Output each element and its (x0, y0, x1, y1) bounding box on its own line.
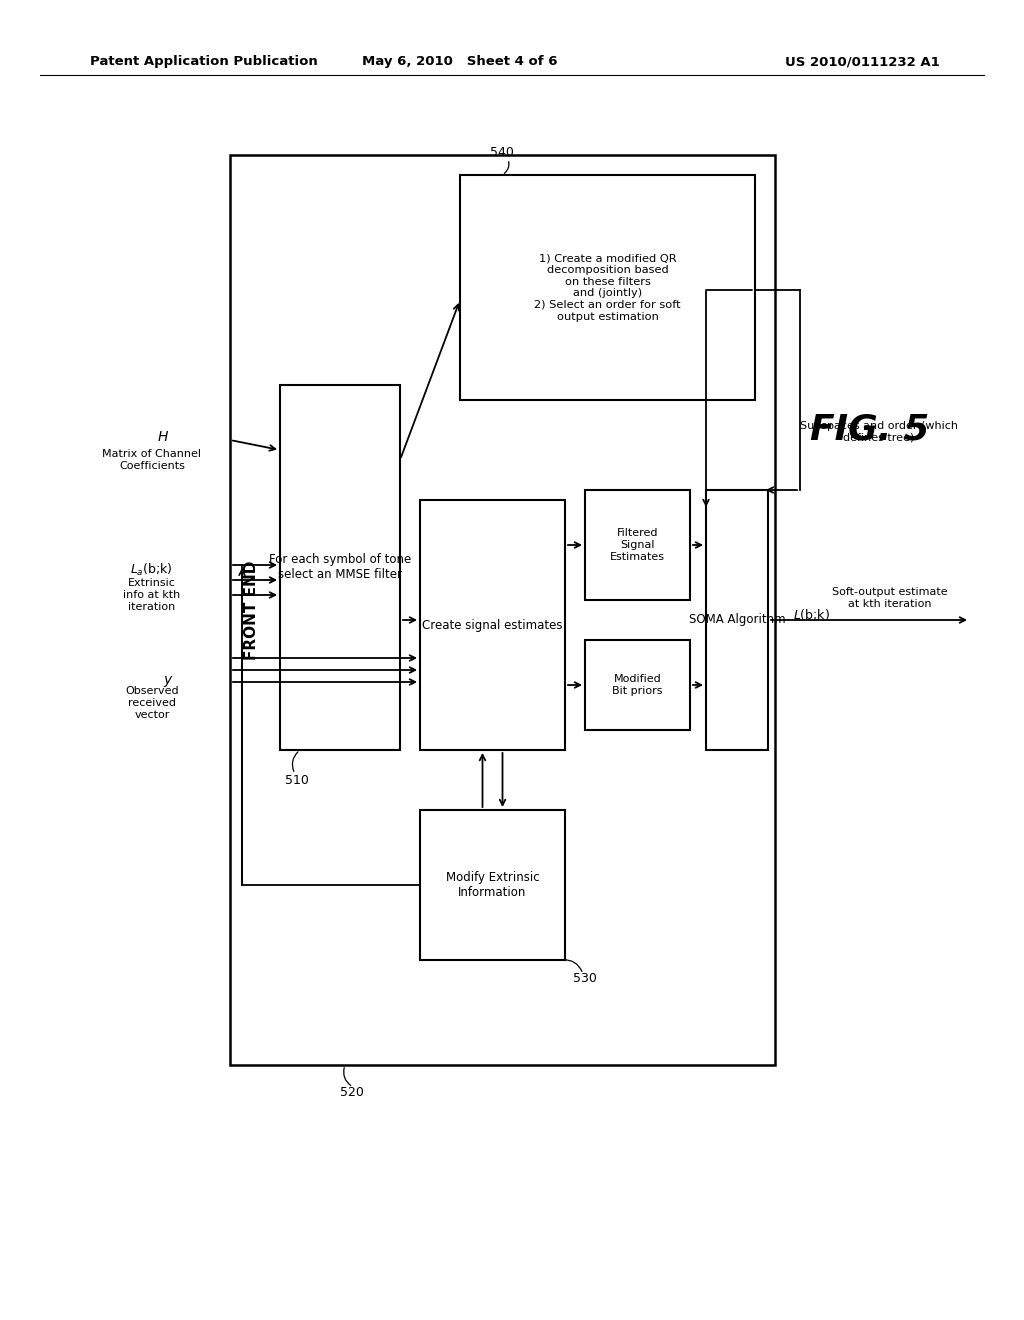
Bar (280, 385, 400, 750)
Bar (460, 176, 755, 400)
Text: y: y (163, 673, 171, 686)
Bar (230, 154, 775, 1065)
Bar (420, 500, 565, 750)
Text: May 6, 2010   Sheet 4 of 6: May 6, 2010 Sheet 4 of 6 (362, 55, 558, 69)
Text: H: H (158, 430, 168, 444)
Text: Soft-output estimate
at kth iteration: Soft-output estimate at kth iteration (833, 587, 948, 609)
Text: 520: 520 (340, 1086, 364, 1100)
Text: 540: 540 (490, 147, 514, 160)
Text: $L$(b;k): $L$(b;k) (793, 607, 830, 623)
Text: Extrinsic
info at kth
iteration: Extrinsic info at kth iteration (123, 578, 180, 611)
Text: US 2010/0111232 A1: US 2010/0111232 A1 (785, 55, 940, 69)
Text: FIG. 5: FIG. 5 (810, 413, 930, 447)
Text: Observed
received
vector: Observed received vector (125, 686, 179, 719)
Bar (706, 490, 768, 750)
Bar (585, 490, 690, 601)
Text: Modify Extrinsic
Information: Modify Extrinsic Information (445, 871, 540, 899)
Text: Matrix of Channel
Coefficients: Matrix of Channel Coefficients (102, 449, 202, 471)
Bar (420, 810, 565, 960)
Text: Create signal estimates: Create signal estimates (422, 619, 563, 631)
Text: 510: 510 (285, 774, 309, 787)
Bar (585, 640, 690, 730)
Text: 1) Create a modified QR
decomposition based
on these filters
and (jointly)
2) Se: 1) Create a modified QR decomposition ba… (535, 253, 681, 322)
Text: Subspaces and order (which
defines tree): Subspaces and order (which defines tree) (800, 421, 958, 442)
Text: $L_a$(b;k): $L_a$(b;k) (130, 562, 173, 578)
Text: FRONT END: FRONT END (245, 560, 259, 660)
Text: For each symbol of tone
select an MMSE filter: For each symbol of tone select an MMSE f… (269, 553, 411, 582)
Text: 530: 530 (573, 972, 597, 985)
Text: Filtered
Signal
Estimates: Filtered Signal Estimates (610, 528, 665, 561)
Text: Modified
Bit priors: Modified Bit priors (612, 675, 663, 696)
Text: SOMA Algorithm: SOMA Algorithm (689, 614, 785, 627)
Text: Patent Application Publication: Patent Application Publication (90, 55, 317, 69)
